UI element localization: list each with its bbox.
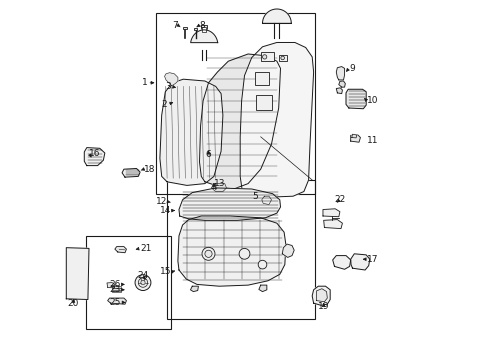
Bar <box>86 236 170 329</box>
Text: 20: 20 <box>68 299 79 307</box>
Polygon shape <box>322 209 339 217</box>
Circle shape <box>141 280 145 285</box>
Bar <box>194 28 197 30</box>
Text: 9: 9 <box>348 64 354 73</box>
Polygon shape <box>262 9 291 23</box>
Polygon shape <box>261 196 271 204</box>
Bar <box>183 27 186 29</box>
Polygon shape <box>107 298 126 304</box>
Polygon shape <box>178 216 285 286</box>
Polygon shape <box>346 89 366 109</box>
Polygon shape <box>240 42 313 197</box>
Bar <box>112 286 121 288</box>
Polygon shape <box>316 289 326 302</box>
Polygon shape <box>115 247 126 253</box>
Circle shape <box>280 56 284 60</box>
Polygon shape <box>179 188 280 220</box>
Polygon shape <box>107 283 115 288</box>
Text: 4: 4 <box>211 183 216 192</box>
Bar <box>256 95 272 110</box>
Polygon shape <box>199 54 280 189</box>
Text: 10: 10 <box>366 96 378 105</box>
Circle shape <box>204 250 212 257</box>
Text: 11: 11 <box>366 136 378 145</box>
Bar <box>200 25 206 33</box>
Polygon shape <box>66 248 89 300</box>
Bar <box>112 291 121 292</box>
Circle shape <box>202 247 215 260</box>
Bar <box>167 180 314 319</box>
Bar <box>278 55 286 61</box>
Text: 15: 15 <box>160 267 171 276</box>
Polygon shape <box>323 220 342 229</box>
Circle shape <box>239 248 249 259</box>
Polygon shape <box>190 30 217 42</box>
Text: 13: 13 <box>213 179 224 188</box>
Circle shape <box>262 55 266 59</box>
Text: 7: 7 <box>172 21 178 30</box>
Bar <box>260 52 274 61</box>
Polygon shape <box>350 135 360 142</box>
Text: 5: 5 <box>252 192 258 201</box>
Polygon shape <box>338 81 345 87</box>
Text: 14: 14 <box>160 206 171 215</box>
Text: 17: 17 <box>366 255 378 264</box>
Polygon shape <box>211 184 226 192</box>
Polygon shape <box>336 67 344 80</box>
Polygon shape <box>160 79 223 185</box>
Bar <box>112 288 121 290</box>
Text: 21: 21 <box>140 244 151 253</box>
Text: 26: 26 <box>109 280 120 289</box>
Text: 24: 24 <box>137 271 148 280</box>
Bar <box>254 72 268 85</box>
Polygon shape <box>332 256 350 269</box>
Circle shape <box>135 275 151 291</box>
Circle shape <box>138 278 147 287</box>
Text: 1: 1 <box>141 78 147 87</box>
Text: 23: 23 <box>109 285 120 294</box>
Polygon shape <box>351 134 356 138</box>
Bar <box>201 27 205 32</box>
Polygon shape <box>84 148 104 166</box>
Text: 6: 6 <box>205 150 211 159</box>
Text: 25: 25 <box>109 298 120 307</box>
Text: 16: 16 <box>89 149 100 158</box>
Text: 22: 22 <box>334 195 345 204</box>
Polygon shape <box>311 286 329 305</box>
Polygon shape <box>282 244 294 257</box>
Text: 12: 12 <box>155 197 167 206</box>
Polygon shape <box>258 285 266 292</box>
Text: 2: 2 <box>161 100 167 109</box>
Text: 19: 19 <box>317 302 329 311</box>
Polygon shape <box>122 168 140 177</box>
Text: 3: 3 <box>164 82 170 91</box>
Text: 8: 8 <box>199 21 205 30</box>
Polygon shape <box>164 73 178 86</box>
Text: 18: 18 <box>143 165 155 174</box>
Polygon shape <box>190 286 198 292</box>
Bar <box>156 13 314 194</box>
Polygon shape <box>336 88 342 94</box>
Circle shape <box>258 260 266 269</box>
Polygon shape <box>350 254 369 270</box>
